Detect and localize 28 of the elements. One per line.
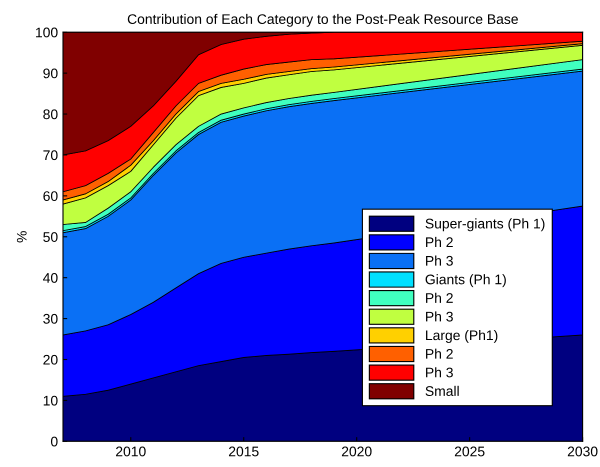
y-axis-title: % — [16, 231, 27, 242]
legend-label: Small — [426, 386, 459, 396]
x-tick-label: 2015 — [228, 446, 259, 456]
legend-label: Super-giants (Ph 1) — [426, 218, 544, 232]
legend-label: Ph 3 — [426, 256, 453, 266]
y-tick-label: 30 — [43, 314, 58, 324]
y-tick-label: 60 — [43, 191, 58, 202]
legend-label: Ph 2 — [426, 292, 453, 303]
y-tick-label: 10 — [44, 396, 58, 406]
legend-label: Ph 2 — [426, 236, 453, 247]
legend-label: Giants (Ph 1) — [426, 274, 506, 288]
legend-label: Ph 3 — [426, 311, 453, 322]
x-tick-label: 2010 — [116, 446, 146, 456]
y-tick-label: 80 — [43, 109, 58, 120]
x-tick-label: 2025 — [454, 446, 485, 456]
y-tick-label: 70 — [43, 150, 58, 160]
y-tick-label: 40 — [43, 273, 58, 283]
y-tick-label: 20 — [43, 354, 58, 365]
y-tick-label: 90 — [43, 68, 58, 78]
x-tick-label: 2030 — [568, 446, 598, 456]
chart-title: Contribution of Each Category to the Post-Peak Resource Base — [128, 14, 518, 27]
y-tick-label: 50 — [43, 232, 58, 242]
legend-label: Ph 2 — [426, 348, 453, 359]
legend-label: Large (Ph1) — [426, 330, 498, 343]
x-tick-label: 2020 — [342, 446, 372, 456]
y-tick-label: 100 — [36, 28, 58, 38]
legend-label: Ph 3 — [426, 367, 453, 378]
y-tick-label: 0 — [50, 436, 58, 446]
